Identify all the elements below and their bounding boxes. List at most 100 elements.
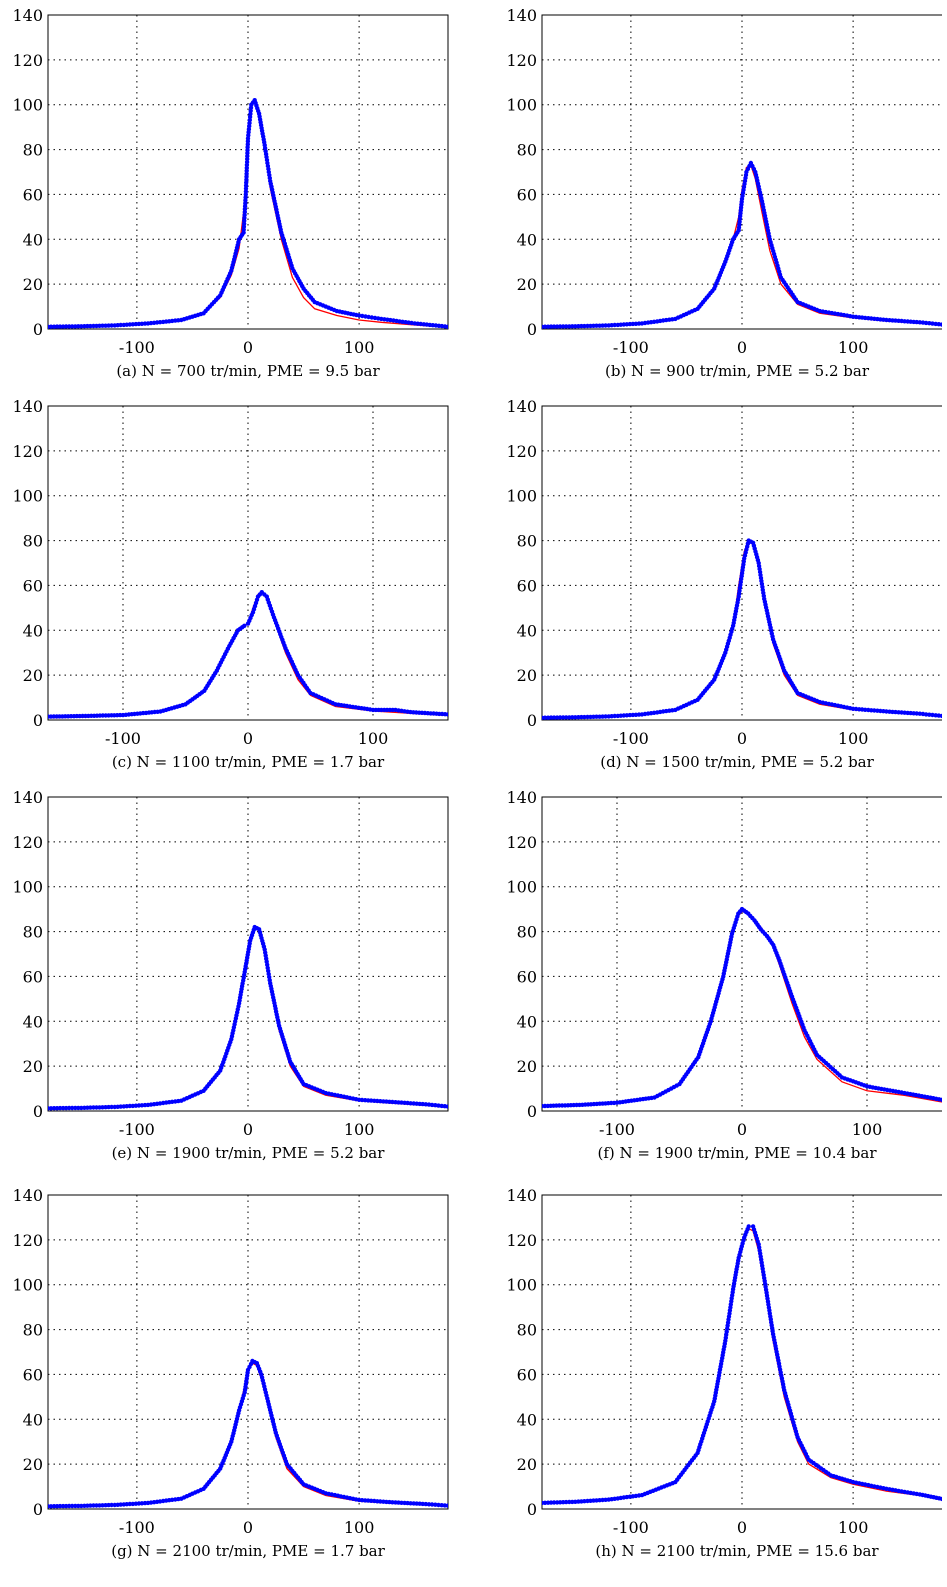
data-point	[939, 1097, 942, 1102]
data-point	[390, 1500, 395, 1505]
plot-frame	[541, 405, 942, 721]
data-point	[917, 320, 922, 325]
x-tick-label: 100	[344, 1120, 375, 1139]
panel-caption: (d) N = 1500 tr/min, PME = 5.2 bar	[600, 753, 874, 771]
y-tick-label: 0	[527, 320, 537, 339]
data-point	[542, 1500, 548, 1506]
x-tick-label: 100	[852, 1120, 883, 1139]
y-tick-label: 100	[506, 487, 537, 506]
data-point	[923, 712, 929, 717]
y-tick-label: 60	[517, 576, 537, 595]
y-tick-label: 40	[23, 230, 43, 249]
data-point	[564, 1499, 569, 1505]
y-tick-label: 0	[527, 711, 537, 730]
panel-caption: (b) N = 900 tr/min, PME = 5.2 bar	[605, 362, 870, 380]
data-point	[242, 623, 247, 628]
plot-frame	[541, 14, 942, 330]
data-point	[542, 324, 548, 329]
chart-panel-g: 0 20 40 60 80 100 120 140 -100 0 100 (g) N = 2100 t…	[12, 1186, 449, 1560]
panel-caption: (h) N = 2100 tr/min, PME = 15.6 bar	[595, 1542, 879, 1560]
data-point	[429, 1102, 435, 1108]
x-tick-label: 0	[737, 1120, 747, 1139]
data-point	[923, 320, 929, 326]
x-tick-label: 0	[243, 729, 253, 748]
data-point	[79, 324, 84, 329]
data-point	[551, 715, 557, 720]
x-tick-label: 0	[243, 338, 253, 357]
data-point	[48, 1504, 54, 1509]
data-point	[594, 714, 599, 719]
y-tick-label: 0	[527, 1102, 537, 1121]
y-tick-label: 40	[517, 1410, 537, 1429]
y-tick-label: 20	[23, 1057, 43, 1076]
data-point	[564, 715, 569, 720]
plot-frame	[47, 1194, 449, 1510]
data-point	[594, 323, 599, 328]
data-point	[57, 1105, 63, 1111]
y-tick-label: 80	[517, 923, 537, 942]
chart-panel-e: 0 20 40 60 80 100 120 140 -100 0 100 (e) N = 1900 t…	[12, 788, 449, 1162]
y-tick-label: 20	[517, 666, 537, 685]
panel-caption: (g) N = 2100 tr/min, PME = 1.7 bar	[111, 1542, 385, 1560]
series-line	[48, 1362, 448, 1508]
y-tick-label: 80	[23, 141, 43, 160]
data-point	[936, 322, 941, 327]
data-point	[917, 711, 922, 716]
data-point	[551, 324, 557, 329]
data-point	[408, 1501, 413, 1506]
chart-panel-b: 0 20 40 60 80 100 120 140 -100 0 100 (b) N = 900 tr…	[506, 6, 942, 380]
data-point	[423, 1102, 428, 1107]
y-tick-label: 120	[12, 442, 43, 461]
x-tick-label: 0	[737, 729, 747, 748]
data-point	[603, 323, 608, 328]
x-tick-label: 100	[838, 338, 869, 357]
plot-frame	[47, 14, 449, 330]
series-points	[48, 590, 448, 719]
data-point	[442, 1503, 447, 1508]
data-point	[109, 323, 114, 328]
data-point	[88, 323, 93, 329]
y-tick-label: 40	[517, 1012, 537, 1031]
data-point	[70, 1503, 75, 1509]
x-tick-label: -100	[119, 1518, 155, 1537]
data-point	[79, 1105, 84, 1111]
y-tick-label: 120	[12, 833, 43, 852]
y-tick-label: 40	[23, 1410, 43, 1429]
data-point	[79, 1503, 84, 1509]
data-point	[442, 1104, 447, 1109]
y-tick-label: 140	[506, 788, 537, 807]
x-tick-label: 100	[838, 729, 869, 748]
y-tick-label: 20	[23, 275, 43, 294]
y-tick-label: 20	[517, 1057, 537, 1076]
chart-panel-a: 0 20 40 60 80 100 120 140 -100 0 100 (a) N = 700 tr…	[12, 6, 449, 380]
y-tick-label: 100	[12, 96, 43, 115]
data-point	[564, 324, 569, 329]
data-point	[70, 1105, 75, 1111]
plot-frame	[541, 1194, 942, 1510]
plot-frame	[47, 405, 449, 721]
series-points	[542, 160, 942, 329]
chart-panel-h: 0 20 40 60 80 100 120 140 -100 0 100 (h) N = 2100 t…	[506, 1186, 942, 1560]
data-point	[57, 324, 63, 329]
x-tick-label: -100	[613, 729, 649, 748]
panel-caption: (e) N = 1900 tr/min, PME = 5.2 bar	[112, 1144, 386, 1162]
y-tick-label: 60	[517, 1365, 537, 1384]
y-tick-label: 40	[517, 621, 537, 640]
x-tick-label: -100	[613, 1518, 649, 1537]
y-tick-label: 20	[517, 275, 537, 294]
data-point	[445, 324, 448, 329]
y-tick-label: 100	[12, 878, 43, 897]
x-tick-label: -100	[119, 338, 155, 357]
y-tick-label: 100	[12, 1276, 43, 1295]
data-point	[612, 322, 617, 328]
data-point	[399, 1500, 404, 1506]
y-tick-label: 0	[33, 320, 43, 339]
y-tick-label: 0	[33, 1102, 43, 1121]
series-points	[542, 1224, 942, 1506]
y-tick-label: 60	[23, 967, 43, 986]
data-point	[100, 1503, 105, 1508]
y-tick-label: 60	[23, 1365, 43, 1384]
data-point	[57, 1503, 63, 1509]
panel-caption: (f) N = 1900 tr/min, PME = 10.4 bar	[597, 1144, 877, 1162]
